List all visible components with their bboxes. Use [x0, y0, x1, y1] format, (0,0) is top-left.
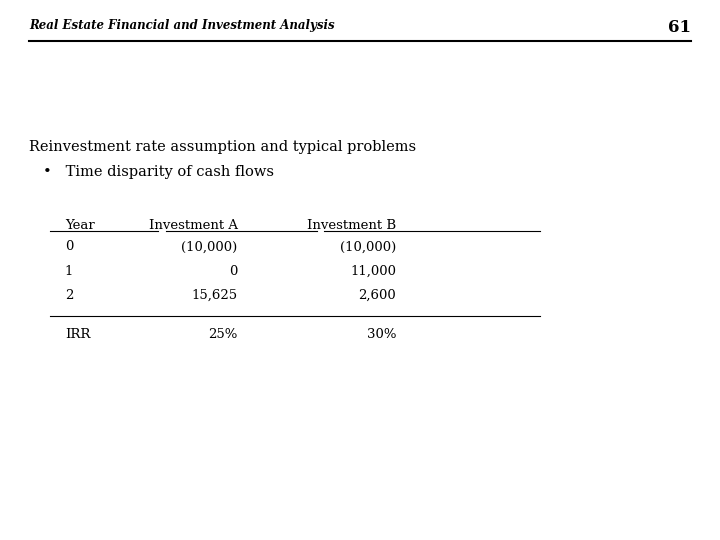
Text: 15,625: 15,625 — [192, 289, 238, 302]
Text: 0: 0 — [229, 265, 238, 278]
Text: Real Estate Financial and Investment Analysis: Real Estate Financial and Investment Ana… — [29, 19, 334, 32]
Text: •   Time disparity of cash flows: • Time disparity of cash flows — [43, 165, 274, 179]
Text: 2: 2 — [65, 289, 73, 302]
Text: 0: 0 — [65, 240, 73, 253]
Text: Investment A: Investment A — [148, 219, 238, 232]
Text: Year: Year — [65, 219, 94, 232]
Text: 25%: 25% — [208, 328, 238, 341]
Text: Investment B: Investment B — [307, 219, 396, 232]
Text: IRR: IRR — [65, 328, 90, 341]
Text: 2,600: 2,600 — [359, 289, 396, 302]
Text: (10,000): (10,000) — [181, 240, 238, 253]
Text: Reinvestment rate assumption and typical problems: Reinvestment rate assumption and typical… — [29, 140, 416, 154]
Text: 1: 1 — [65, 265, 73, 278]
Text: 11,000: 11,000 — [350, 265, 396, 278]
Text: 61: 61 — [668, 19, 691, 36]
Text: (10,000): (10,000) — [340, 240, 396, 253]
Text: 30%: 30% — [366, 328, 396, 341]
